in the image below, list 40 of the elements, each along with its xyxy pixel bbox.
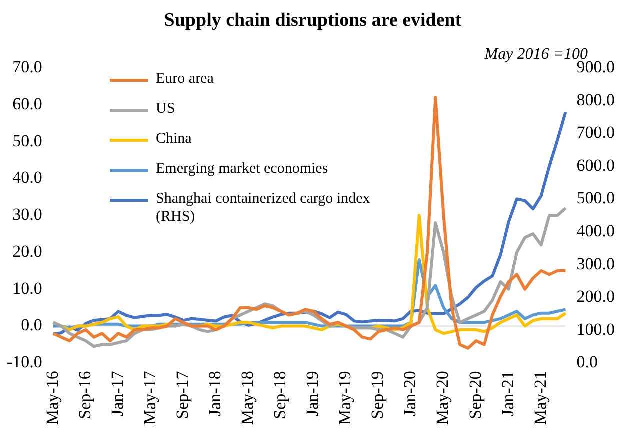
y2-tick-label: 800.0	[576, 90, 615, 110]
x-tick-label: Jan-21	[498, 371, 518, 417]
y-tick-label: 30.0	[12, 205, 42, 224]
legend-label: China	[156, 130, 192, 148]
x-tick-label: Sep-17	[173, 370, 192, 420]
x-tick-label: May-19	[336, 371, 355, 426]
y2-tick-label: 700.0	[576, 123, 615, 142]
y2-tick-label: 400.0	[576, 221, 615, 240]
y2-tick-label: 500.0	[576, 188, 615, 208]
y2-tick-label: 600.0	[576, 156, 615, 175]
x-tick-label: May-21	[530, 371, 550, 426]
y-tick-label: 0.0	[21, 316, 42, 335]
x-tick-label: May-17	[140, 370, 160, 426]
y-tick-label: 70.0	[12, 57, 42, 76]
x-tick-label: May-18	[238, 371, 258, 426]
legend-label: Emerging market economies	[156, 160, 328, 178]
x-tick-label: Jan-20	[400, 371, 420, 417]
x-tick-label: Jan-18	[206, 371, 225, 417]
legend-label: Euro area	[156, 70, 214, 88]
y2-tick-label: 0.0	[576, 352, 598, 372]
x-tick-label: Sep-16	[75, 371, 94, 420]
x-tick-label: Jan-19	[303, 371, 322, 417]
y2-tick-label: 300.0	[576, 254, 615, 274]
x-tick-label: May-16	[42, 371, 62, 426]
legend-label: US	[156, 100, 176, 118]
y-tick-label: -10.0	[6, 352, 42, 372]
y-tick-label: 10.0	[12, 278, 42, 298]
x-tick-label: Sep-20	[466, 371, 485, 420]
y-tick-label: 60.0	[12, 94, 42, 114]
x-tick-label: Sep-19	[368, 371, 388, 420]
y-tick-label: 20.0	[12, 242, 42, 261]
y2-tick-label: 100.0	[576, 320, 615, 339]
y-tick-label: 50.0	[12, 131, 42, 150]
legend-label: Shanghai containerized cargo index (RHS)	[156, 190, 372, 226]
chart-title: Supply chain disruptions are evident	[163, 10, 463, 32]
x-tick-label: Sep-18	[270, 371, 290, 420]
y2-tick-label: 200.0	[576, 287, 615, 306]
y-tick-label: 40.0	[12, 168, 42, 188]
x-tick-label: May-20	[433, 371, 452, 426]
x-tick-label: Jan-17	[108, 370, 127, 417]
